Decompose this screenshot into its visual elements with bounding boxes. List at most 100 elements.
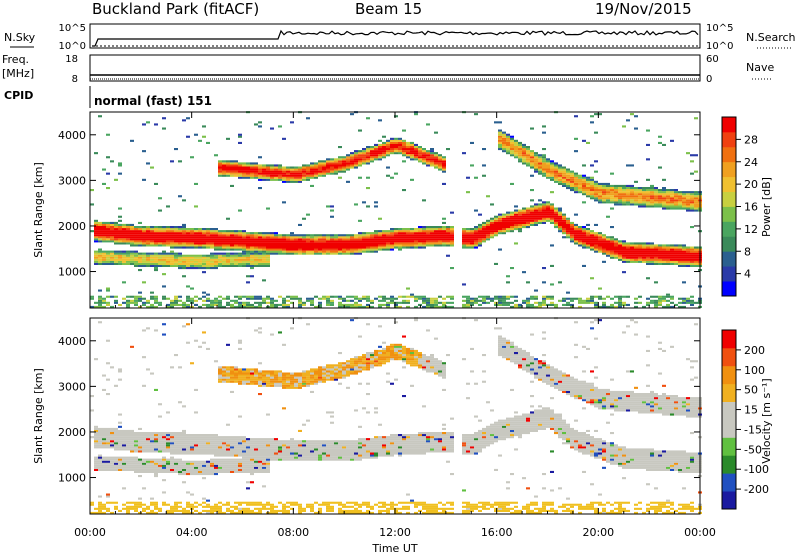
power-cell: [606, 295, 610, 298]
power-cell: [102, 299, 106, 302]
power-cell: [546, 211, 550, 214]
power-cell: [634, 244, 638, 247]
power-cell: [118, 219, 122, 222]
power-cell: [302, 252, 306, 255]
power-cell: [574, 242, 578, 245]
velocity-cell: [130, 501, 134, 504]
velocity-cell: [194, 501, 198, 504]
power-cell: [658, 193, 662, 196]
power-cell: [226, 170, 230, 173]
power-cell: [482, 232, 486, 235]
power-cell: [642, 197, 646, 200]
power-cell: [386, 230, 390, 233]
velocity-cell: [98, 505, 102, 508]
velocity-cell: [154, 505, 158, 508]
power-cell: [390, 150, 394, 153]
velocity-cell: [146, 470, 150, 473]
velocity-cell: [126, 501, 130, 504]
power-cell: [422, 150, 426, 153]
power-cell: [326, 295, 330, 298]
power-cell: [562, 297, 566, 300]
velocity-cell: [194, 452, 198, 455]
velocity-cell: [266, 382, 270, 385]
power-cell: [482, 301, 486, 304]
power-cell: [578, 297, 582, 300]
power-cell: [214, 240, 218, 243]
power-cell: [110, 226, 114, 229]
velocity-cell: [194, 505, 198, 508]
velocity-cell: [214, 434, 218, 437]
power-cell: [442, 156, 446, 159]
velocity-cell: [286, 374, 290, 377]
velocity-cell: [262, 382, 266, 385]
power-cell: [558, 166, 562, 169]
power-cell: [278, 240, 282, 243]
power-cell: [566, 291, 570, 294]
power-cell: [406, 238, 410, 241]
power-cell: [202, 258, 206, 261]
power-cell: [442, 234, 446, 237]
velocity-cell: [262, 466, 266, 469]
velocity-cell: [274, 376, 278, 379]
power-cell: [514, 223, 518, 226]
power-cell: [558, 182, 562, 185]
power-cell: [170, 305, 174, 308]
power-cell: [166, 232, 170, 235]
power-cell: [486, 301, 490, 304]
power-cell: [290, 180, 294, 183]
power-cell: [542, 166, 546, 169]
power-cell: [298, 242, 302, 245]
power-cell: [618, 254, 622, 257]
power-cell: [378, 152, 382, 155]
power-cell: [306, 248, 310, 251]
velocity-cell: [174, 446, 178, 449]
power-cell: [150, 226, 154, 229]
power-cell: [246, 260, 250, 263]
power-cell: [426, 232, 430, 235]
velocity-cell: [254, 446, 258, 449]
velocity-cell: [282, 386, 286, 389]
power-cell: [586, 184, 590, 187]
power-cell: [606, 187, 610, 190]
velocity-cell: [134, 503, 138, 506]
velocity-cell: [286, 458, 290, 461]
velocity-cell: [118, 429, 122, 432]
power-cell: [606, 215, 610, 218]
power-cell: [610, 297, 614, 300]
power-cell: [678, 244, 682, 247]
velocity-cell: [102, 468, 106, 471]
power-cell: [494, 223, 498, 226]
power-cell: [138, 242, 142, 245]
power-cell: [170, 301, 174, 304]
power-cell: [298, 240, 302, 243]
power-cell: [586, 228, 590, 231]
power-cell: [510, 135, 514, 138]
velocity-cell: [134, 462, 138, 465]
power-cell: [302, 172, 306, 175]
power-cell: [122, 301, 126, 304]
power-cell: [186, 305, 190, 308]
power-cell: [330, 160, 334, 163]
power-cell: [626, 184, 630, 187]
power-cell: [138, 228, 142, 231]
power-cell: [218, 254, 222, 257]
power-cell: [198, 258, 202, 261]
power-cell: [202, 135, 206, 138]
power-cell: [230, 238, 234, 241]
velocity-cell: [242, 452, 246, 455]
velocity-cell: [250, 466, 254, 469]
power-cell: [378, 146, 382, 149]
power-cell: [526, 213, 530, 216]
power-cell: [262, 264, 266, 267]
power-cell: [370, 148, 374, 151]
power-cell: [522, 271, 526, 274]
velocity-cell: [270, 444, 274, 447]
power-cell: [186, 230, 190, 233]
power-cell: [494, 219, 498, 222]
velocity-cell: [150, 438, 154, 441]
power-cell: [526, 217, 530, 220]
power-cell: [246, 238, 250, 241]
velocity-cell: [106, 442, 110, 445]
power-cell: [574, 240, 578, 243]
power-cell: [314, 170, 318, 173]
